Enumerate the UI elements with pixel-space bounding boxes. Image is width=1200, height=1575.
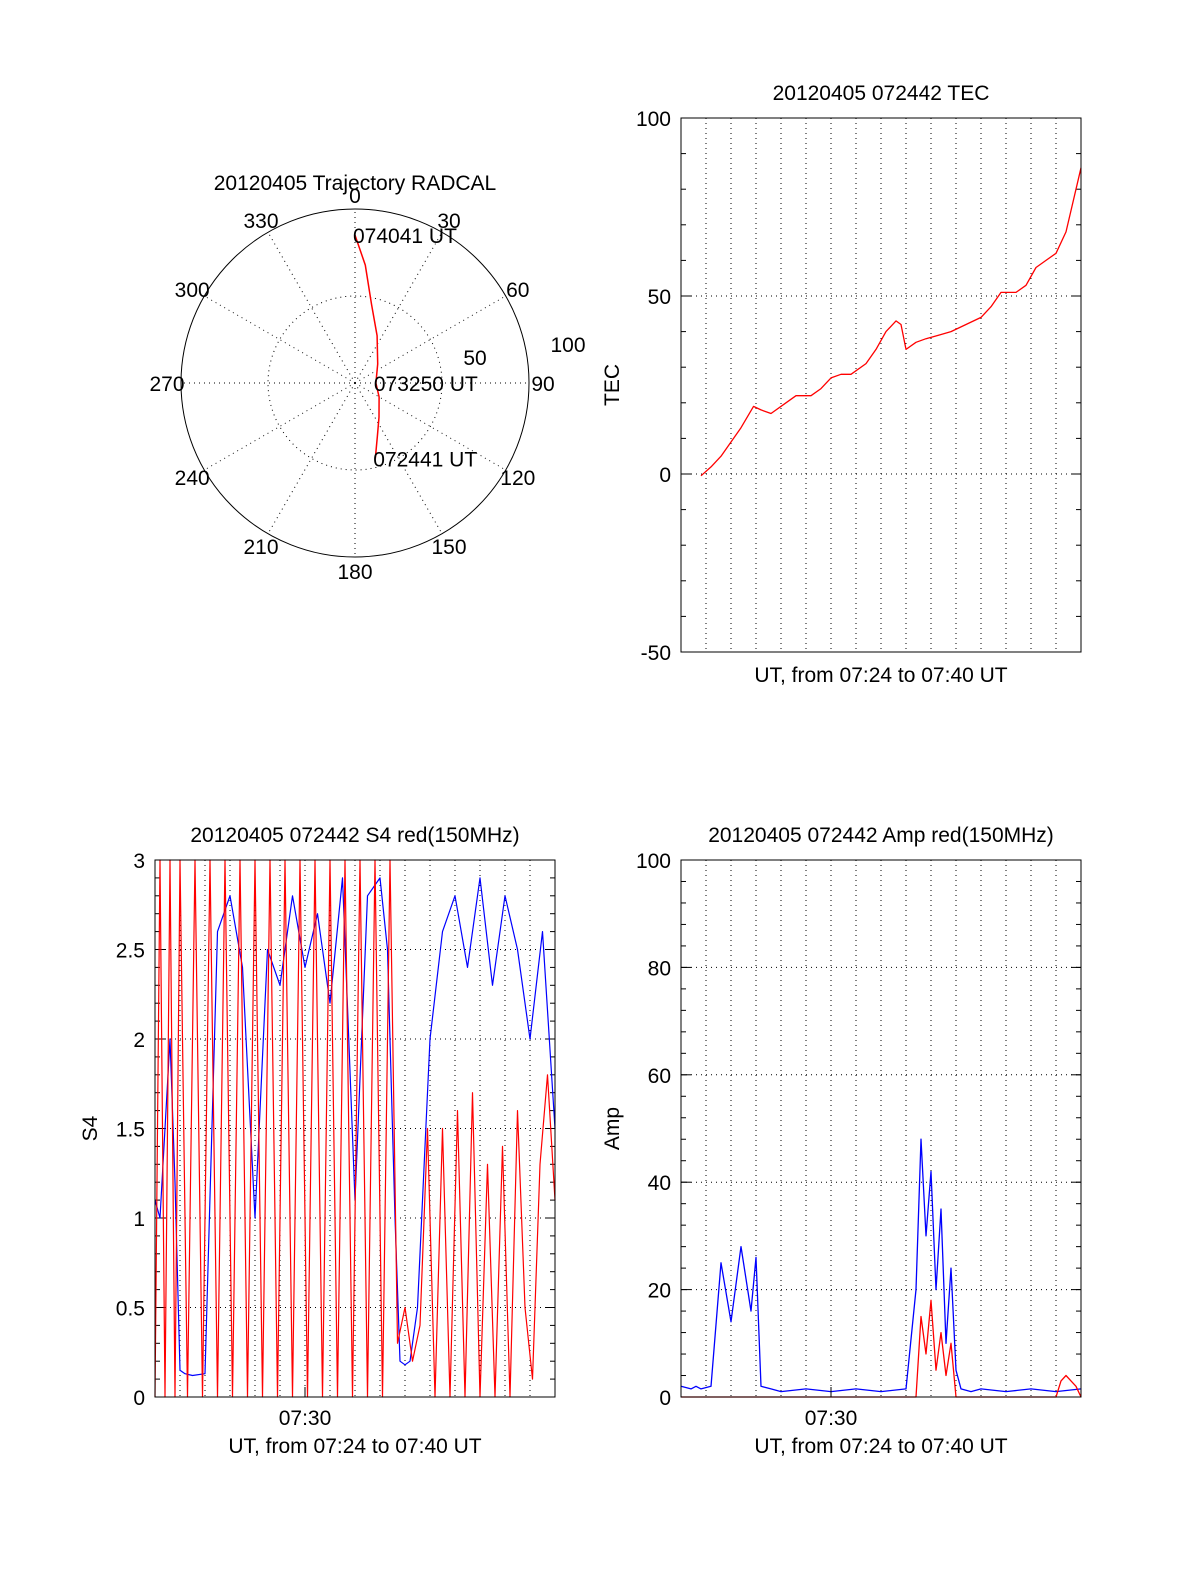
polar-spoke [267,382,356,534]
polar-spoke [354,295,506,384]
polar-radius-label: 50 [463,347,486,370]
polar-outer-circle [180,208,530,558]
y-tick-label: 1 [133,1208,145,1231]
polar-spoke [204,382,356,471]
plot-frame [154,859,556,1398]
polar-angle-label: 330 [243,210,278,233]
trajectory-time-label: 074041 UT [353,225,457,248]
plot-title: 20120405 072442 TEC [773,82,990,105]
polar-angle-label: 300 [175,279,210,302]
x-axis-label: UT, from 07:24 to 07:40 UT [754,664,1007,687]
y-tick-label: 2.5 [116,940,145,963]
series-line [154,877,556,1377]
polar-angle-label: 270 [149,373,184,396]
polar-angle-label: 180 [337,561,372,584]
y-tick-label: 2 [133,1029,145,1052]
polar-angle-label: 0 [349,185,361,208]
amp-plot: 20120405 072442 Amp red(150MHz) 100 80 60 40… [601,824,1082,1458]
trajectory-time-label: 072441 UT [373,449,477,472]
y-axis-label: S4 [79,1115,102,1141]
y-tick-label: 60 [648,1065,671,1088]
series-line [680,1138,1082,1393]
polar-angle-labels: 0 30 60 90 120 150 180 210 240 270 300 330 [149,185,554,584]
x-tick-label: 07:30 [279,1407,332,1430]
plot-frame [680,117,1082,653]
polar-radius-label: 100 [550,334,585,357]
y-tick-label: 3 [133,850,145,873]
trajectory-time-label: 073250 UT [374,373,478,396]
series-line [154,859,556,1398]
y-tick-label: 1.5 [116,1119,145,1142]
y-tick-label: 0 [133,1387,145,1410]
polar-spoke [204,295,356,384]
x-tick-label: 07:30 [805,1407,858,1430]
y-axis-label: Amp [601,1107,624,1150]
series-line [700,167,1082,477]
plot-title: 20120405 072442 Amp red(150MHz) [708,824,1054,847]
polar-radius-labels: 50 100 [463,334,585,370]
polar-angle-label: 240 [175,467,210,490]
y-tick-label: 100 [636,108,671,131]
y-tick-label: 100 [636,850,671,873]
polar-grid [180,208,530,558]
polar-angle-label: 90 [531,373,554,396]
y-tick-label: -50 [641,642,671,665]
polar-angle-label: 210 [243,536,278,559]
s4-plot: 20120405 072442 S4 red(150MHz) 3 2.5 2 1.5 1 0… [79,824,556,1458]
polar-spoke [267,232,356,384]
polar-spoke [354,232,443,384]
trajectory-title: 20120405 Trajectory RADCAL [214,172,497,195]
series-line [681,1299,1082,1398]
y-tick-label: 0 [659,1387,671,1410]
y-axis-label: TEC [601,364,624,406]
y-tick-label: 50 [648,286,671,309]
y-tick-label: 20 [648,1280,671,1303]
polar-grid-circle [267,295,443,471]
polar-angle-label: 60 [506,279,529,302]
y-tick-label: 0.5 [116,1298,145,1321]
trajectory-series [354,234,380,459]
polar-angle-label: 120 [500,467,535,490]
polar-angle-label: 150 [431,536,466,559]
tec-plot: 20120405 072442 TEC 100 50 0 -50 UT, from 07:… [601,82,1082,687]
polar-spoke [354,382,506,471]
y-tick-label: 40 [648,1172,671,1195]
y-tick-label: 0 [659,464,671,487]
plot-frame [680,859,1082,1398]
plot-title: 20120405 072442 S4 red(150MHz) [190,824,519,847]
trajectory-annotations: 074041 UT 073250 UT 072441 UT [353,225,478,472]
y-tick-label: 80 [648,957,671,980]
trajectory-line [354,234,380,459]
trajectory-polar-plot: 20120405 Trajectory RADCAL 0 30 60 90 120 150… [149,172,585,584]
polar-angle-label: 30 [437,210,460,233]
x-axis-label: UT, from 07:24 to 07:40 UT [754,1435,1007,1458]
x-axis-label: UT, from 07:24 to 07:40 UT [228,1435,481,1458]
polar-spoke [354,382,443,534]
